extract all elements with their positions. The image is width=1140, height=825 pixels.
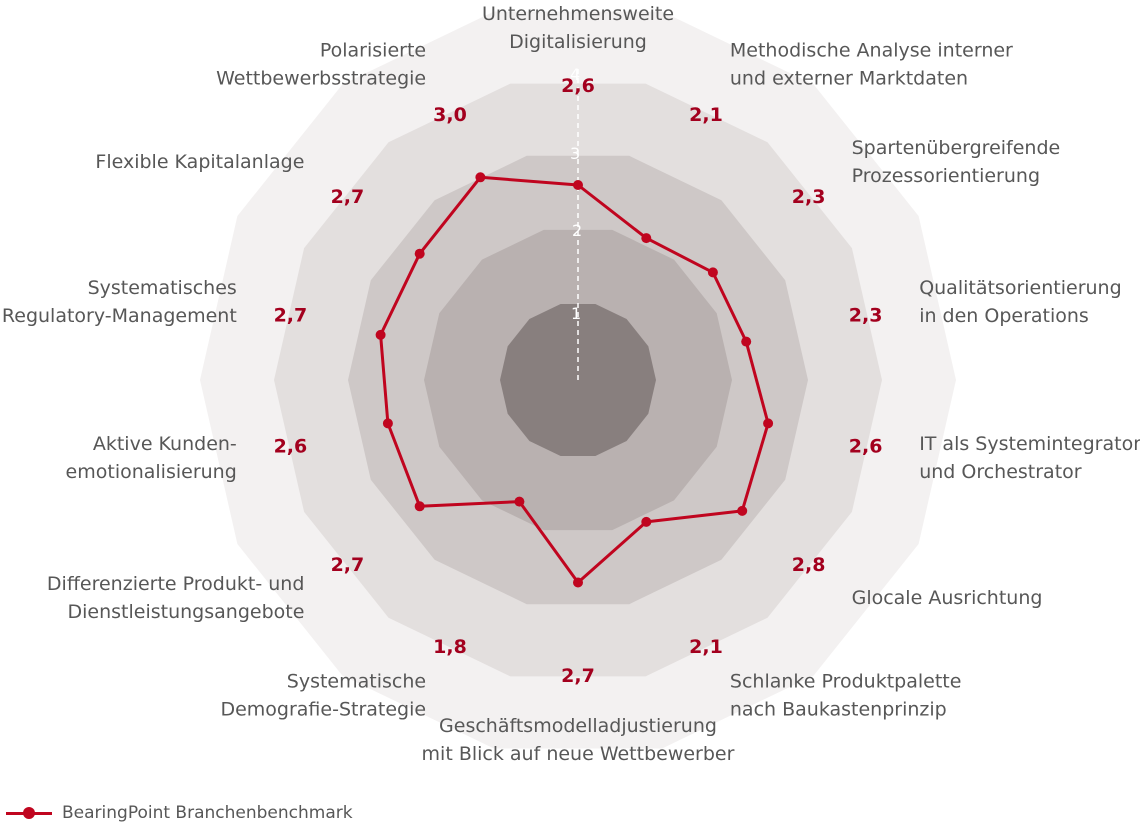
axis-label-5: IT als Systemintegrator und Orchestrator xyxy=(919,433,1140,483)
data-point-5 xyxy=(763,418,774,429)
value-label-4: 2,3 xyxy=(849,304,883,326)
value-label-13: 2,7 xyxy=(331,186,365,208)
axis-label-12: Systematisches Regulatory-Management xyxy=(2,277,237,327)
axis-label-3: Spartenübergreifende Prozessorientierung xyxy=(852,137,1061,187)
axis-label-4: Qualitätsorientierung in den Operations xyxy=(919,277,1121,327)
value-label-14: 3,0 xyxy=(433,104,467,126)
value-labels: 2,6 2,1 2,3 2,3 2,6 2,8 2,1 2,7 1,8 2,7 2,6 2,7 2,7 3… xyxy=(274,75,883,687)
axis-label-1: Unternehmensweite Digitalisierung xyxy=(482,3,674,53)
value-label-11: 2,6 xyxy=(274,436,308,458)
value-label-2: 2,1 xyxy=(689,104,723,126)
axis-label-11: Aktive Kunden-emotionalisierung xyxy=(66,433,237,483)
axis-label-7: Schlanke Produktpalette nach Baukastenpri… xyxy=(730,670,962,720)
data-point-6 xyxy=(737,505,748,516)
data-point-12 xyxy=(375,329,386,340)
axis-label-2: Methodische Analyse interner und externer… xyxy=(730,40,1013,90)
value-label-9: 1,8 xyxy=(433,636,467,658)
scale-tick-labels: 1 2 3 4 5 xyxy=(570,0,582,323)
value-label-7: 2,1 xyxy=(689,636,723,658)
data-point-4 xyxy=(741,336,752,347)
data-point-3 xyxy=(707,267,718,278)
value-label-1: 2,6 xyxy=(561,75,595,97)
scale-tick-4: 4 xyxy=(570,65,580,84)
value-label-5: 2,6 xyxy=(849,436,883,458)
axis-labels: Unternehmensweite Digitalisierung Methodis… xyxy=(2,3,1140,765)
data-point-8 xyxy=(573,577,583,588)
data-point-14 xyxy=(475,172,486,183)
value-label-3: 2,3 xyxy=(792,186,826,208)
data-point-7 xyxy=(641,516,652,527)
value-label-8: 2,7 xyxy=(561,665,595,687)
data-point-10 xyxy=(414,501,425,512)
axis-label-6: Glocale Ausrichtung xyxy=(852,587,1043,609)
data-point-1 xyxy=(573,180,583,190)
series-benchmark xyxy=(375,172,774,588)
axis-label-10: Differenzierte Produkt- und Dienstleistun… xyxy=(47,573,304,623)
scale-tick-2: 2 xyxy=(572,221,582,240)
data-point-11 xyxy=(382,418,393,429)
data-point-9 xyxy=(514,496,525,507)
legend-line-marker-icon xyxy=(6,803,52,823)
value-label-12: 2,7 xyxy=(274,304,308,326)
axis-label-9: Systematische Demografie-Strategie xyxy=(220,670,426,720)
value-label-6: 2,8 xyxy=(792,554,826,576)
axis-label-13: Flexible Kapitalanlage xyxy=(95,151,304,173)
axis-label-14: Polarisierte Wettbewerbsstrategie xyxy=(216,40,426,90)
axis-label-8: Geschäftsmodelladjustierung mit Blick auf… xyxy=(422,715,735,765)
legend: BearingPoint Branchenbenchmark xyxy=(6,801,353,825)
scale-tick-1: 1 xyxy=(571,304,581,323)
scale-tick-5: 5 xyxy=(571,0,581,7)
legend-label: BearingPoint Branchenbenchmark xyxy=(62,803,353,823)
data-point-2 xyxy=(641,233,652,244)
value-label-10: 2,7 xyxy=(331,554,365,576)
data-point-13 xyxy=(414,248,425,259)
scale-tick-3: 3 xyxy=(570,144,580,163)
